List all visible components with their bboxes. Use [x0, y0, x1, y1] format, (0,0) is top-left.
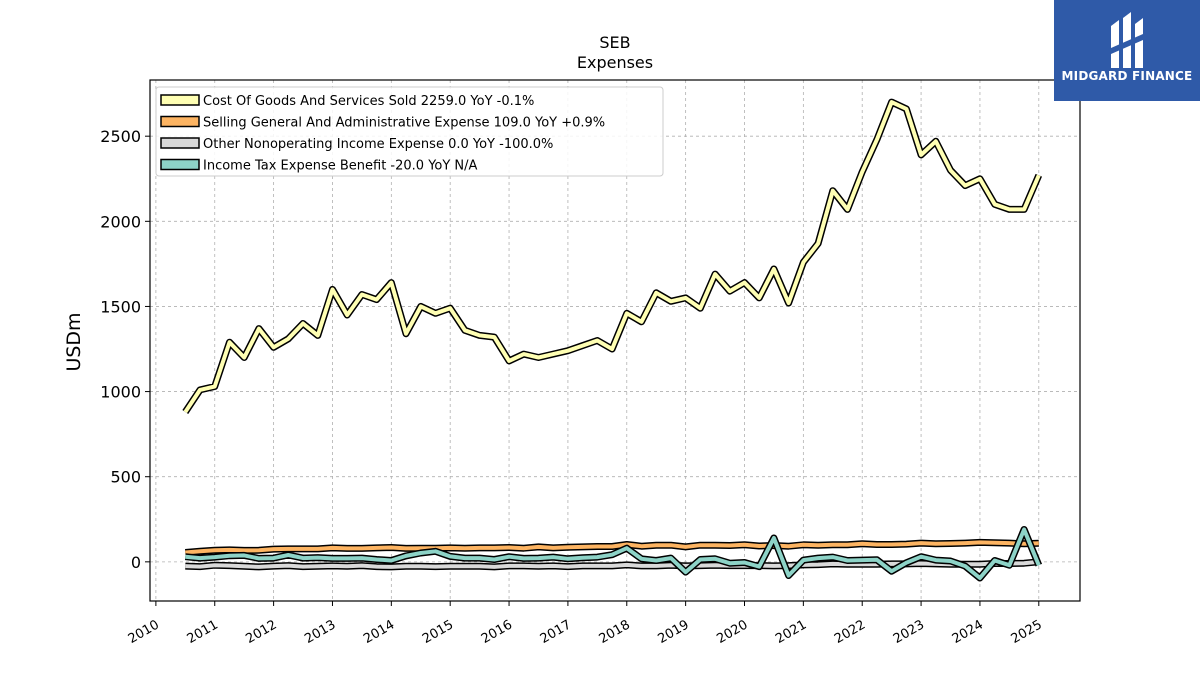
y-tick-label: 1500	[100, 297, 141, 316]
x-tick-label: 2018	[597, 617, 633, 647]
y-tick-label: 0	[131, 553, 141, 572]
legend-entry-label: Income Tax Expense Benefit -20.0 YoY N/A	[203, 159, 478, 174]
chart-subtitle: Expenses	[577, 53, 653, 72]
legend-swatch	[160, 137, 200, 149]
legend-entry-label: Cost Of Goods And Services Sold 2259.0 Y…	[203, 94, 534, 109]
series-2	[185, 558, 1040, 571]
legend-swatch	[160, 115, 200, 128]
y-axis: 0 500 1000 1500 2000 2500	[100, 127, 150, 572]
chart-title: SEB	[599, 33, 630, 52]
plot-frame	[149, 79, 1081, 602]
y-axis-label: USDm	[63, 312, 85, 371]
x-tick-label: 2015	[420, 617, 456, 647]
x-tick-label: 2016	[479, 617, 515, 647]
legend-swatch	[160, 94, 200, 106]
midgard-finance-logo: MIDGARD FINANCE	[1054, 0, 1200, 101]
legend-swatch	[160, 158, 200, 171]
x-axis: 2010 2011 2012 2013 2014 2015 2016 2017 2018 2019…	[126, 601, 1045, 647]
x-tick-label: 2023	[891, 617, 927, 647]
x-tick-label: 2013	[302, 617, 338, 647]
x-tick-label: 2019	[655, 617, 691, 647]
x-tick-label: 2014	[361, 617, 397, 647]
y-tick-label: 2000	[100, 212, 141, 231]
series-1	[185, 538, 1039, 556]
x-tick-label: 2012	[243, 617, 279, 647]
y-tick-label: 2500	[100, 127, 141, 146]
series-0	[182, 98, 1043, 414]
series-line	[183, 100, 1041, 414]
x-tick-label: 2021	[773, 617, 809, 647]
x-tick-label: 2024	[950, 617, 986, 647]
series-3	[184, 526, 1043, 582]
logo-text: MIDGARD FINANCE	[1061, 69, 1193, 83]
y-tick-label: 500	[110, 468, 141, 487]
legend-box	[155, 86, 664, 177]
legend-entry-label: Other Nonoperating Income Expense 0.0 Yo…	[203, 137, 553, 152]
x-tick-label: 2017	[538, 617, 574, 647]
legend: Cost Of Goods And Services Sold 2259.0 Y…	[155, 86, 664, 177]
x-tick-label: 2022	[832, 617, 868, 647]
series-line	[185, 559, 1039, 569]
logo-mark-icon	[1111, 12, 1143, 68]
x-tick-label: 2020	[714, 617, 750, 647]
legend-entry-label: Selling General And Administrative Expen…	[203, 116, 605, 131]
series-lines	[182, 98, 1043, 582]
series-line	[185, 540, 1039, 555]
x-tick-label: 2025	[1009, 617, 1045, 647]
series-line	[185, 527, 1041, 580]
y-tick-label: 1000	[100, 383, 141, 402]
x-tick-label: 2011	[185, 617, 221, 647]
x-tick-label: 2010	[126, 617, 162, 647]
